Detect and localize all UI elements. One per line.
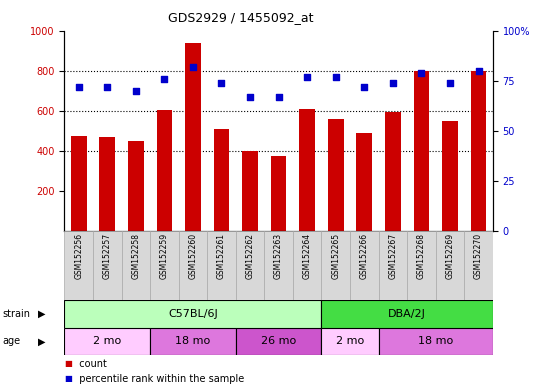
Point	[417, 70, 426, 76]
Point	[360, 84, 368, 90]
Bar	[93, 231, 122, 300]
Bar	[321, 328, 379, 355]
Bar	[242, 151, 258, 231]
Bar	[379, 328, 493, 355]
Bar	[150, 328, 236, 355]
Text: ■: ■	[64, 359, 72, 368]
Bar	[128, 141, 144, 231]
Text: 2 mo: 2 mo	[336, 336, 364, 346]
Point	[74, 84, 83, 90]
Point	[474, 68, 483, 74]
Text: 26 mo: 26 mo	[261, 336, 296, 346]
Bar	[442, 121, 458, 231]
Bar	[385, 112, 401, 231]
Bar	[299, 109, 315, 231]
Bar	[321, 231, 350, 300]
Bar	[350, 231, 379, 300]
Text: 18 mo: 18 mo	[175, 336, 211, 346]
Point	[160, 76, 169, 82]
Point	[331, 74, 340, 80]
Text: ■: ■	[64, 374, 72, 383]
Point	[217, 79, 226, 86]
Bar	[150, 231, 179, 300]
Text: strain: strain	[3, 309, 31, 319]
Text: ▶: ▶	[38, 309, 46, 319]
Point	[388, 79, 397, 86]
Point	[274, 94, 283, 100]
Bar	[407, 231, 436, 300]
Text: GSM152265: GSM152265	[331, 233, 340, 279]
Bar	[179, 231, 207, 300]
Bar	[207, 231, 236, 300]
Text: DBA/2J: DBA/2J	[388, 309, 426, 319]
Text: GSM152266: GSM152266	[360, 233, 369, 279]
Bar	[379, 231, 407, 300]
Text: age: age	[3, 336, 21, 346]
Bar	[356, 133, 372, 231]
Bar	[413, 71, 430, 231]
Bar	[270, 156, 287, 231]
Text: GSM152260: GSM152260	[188, 233, 198, 279]
Bar	[156, 110, 172, 231]
Bar	[293, 231, 321, 300]
Text: 2 mo: 2 mo	[93, 336, 122, 346]
Bar	[236, 231, 264, 300]
Point	[446, 79, 455, 86]
Bar	[64, 328, 150, 355]
Point	[103, 84, 112, 90]
Text: 18 mo: 18 mo	[418, 336, 453, 346]
Bar	[185, 43, 201, 231]
Text: GSM152257: GSM152257	[102, 233, 112, 279]
Bar	[436, 231, 464, 300]
Text: GSM152261: GSM152261	[217, 233, 226, 279]
Bar	[213, 129, 230, 231]
Point	[245, 94, 254, 100]
Text: GSM152262: GSM152262	[245, 233, 255, 279]
Text: GSM152264: GSM152264	[302, 233, 312, 279]
Bar	[464, 231, 493, 300]
Text: GSM152258: GSM152258	[131, 233, 141, 279]
Bar	[328, 119, 344, 231]
Text: GSM152267: GSM152267	[388, 233, 398, 279]
Text: count: count	[73, 359, 106, 369]
Text: GSM152256: GSM152256	[74, 233, 83, 279]
Text: GDS2929 / 1455092_at: GDS2929 / 1455092_at	[168, 12, 314, 25]
Text: GSM152263: GSM152263	[274, 233, 283, 279]
Point	[302, 74, 311, 80]
Bar	[122, 231, 150, 300]
Text: ▶: ▶	[38, 336, 46, 346]
Bar	[321, 300, 493, 328]
Text: percentile rank within the sample: percentile rank within the sample	[73, 374, 244, 384]
Bar	[64, 231, 93, 300]
Bar	[64, 300, 321, 328]
Text: GSM152268: GSM152268	[417, 233, 426, 279]
Text: GSM152269: GSM152269	[445, 233, 455, 279]
Point	[188, 64, 198, 70]
Bar	[236, 328, 321, 355]
Text: GSM152270: GSM152270	[474, 233, 483, 279]
Bar	[264, 231, 293, 300]
Bar	[99, 137, 115, 231]
Point	[131, 88, 140, 94]
Bar	[71, 136, 87, 231]
Bar	[470, 71, 487, 231]
Text: C57BL/6J: C57BL/6J	[168, 309, 218, 319]
Text: GSM152259: GSM152259	[160, 233, 169, 279]
